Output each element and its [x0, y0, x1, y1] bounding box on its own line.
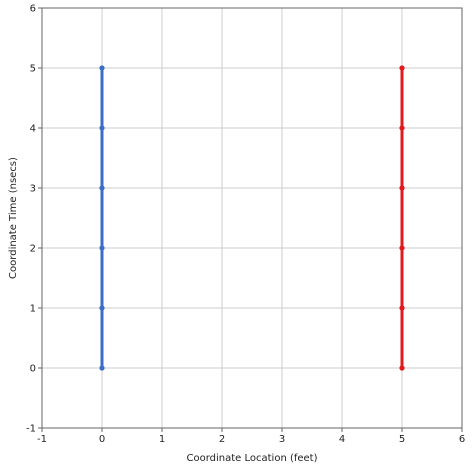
series-2	[399, 65, 405, 371]
x-tick-label: -1	[37, 434, 47, 445]
y-tick-label: 4	[30, 124, 36, 135]
series-layer	[99, 65, 405, 371]
data-point	[99, 365, 105, 371]
y-tick-label: 1	[30, 304, 36, 315]
data-point	[99, 305, 105, 311]
x-tick-label: 5	[399, 434, 405, 445]
y-tick-label: 5	[30, 64, 36, 75]
y-tick-label: -1	[26, 424, 36, 435]
x-tick-label: 4	[339, 434, 345, 445]
y-tick-label: 3	[30, 184, 36, 195]
y-axis-title: Coordinate Time (nsecs)	[8, 157, 19, 279]
data-point	[399, 305, 405, 311]
data-point	[399, 125, 405, 131]
y-tick-label: 2	[30, 244, 36, 255]
tick-labels: -1 0 1 2 3 4 5 6 -1 0 1 2 3 4 5 6	[26, 4, 465, 446]
data-point	[99, 65, 105, 71]
x-tick-label: 3	[279, 434, 285, 445]
x-tick-label: 2	[219, 434, 225, 445]
x-tick-label: 6	[459, 434, 465, 445]
x-tick-label: 0	[99, 434, 105, 445]
data-point	[99, 185, 105, 191]
data-point	[399, 245, 405, 251]
tick-marks	[38, 7, 463, 432]
y-tick-label: 6	[30, 4, 36, 15]
data-point	[99, 245, 105, 251]
series-1	[99, 65, 105, 371]
data-point	[399, 185, 405, 191]
x-tick-label: 1	[159, 434, 165, 445]
data-point	[399, 65, 405, 71]
x-axis-title: Coordinate Location (feet)	[186, 453, 317, 464]
plot-frame	[41, 7, 463, 429]
grid	[41, 7, 463, 429]
y-tick-label: 0	[30, 364, 36, 375]
data-point	[399, 365, 405, 371]
data-point	[99, 125, 105, 131]
